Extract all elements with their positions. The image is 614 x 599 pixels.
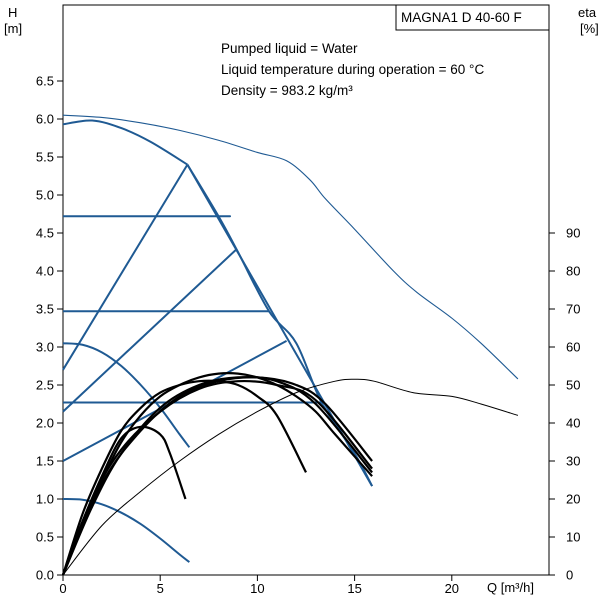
y-left-tick-label: 6.5 xyxy=(36,74,54,89)
annotation-density: Density = 983.2 kg/m³ xyxy=(221,83,353,98)
y-right-tick-label: 90 xyxy=(566,226,580,241)
control-line-0 xyxy=(62,164,189,371)
y-right-tick-label: 80 xyxy=(566,264,580,279)
eta-curve-3 xyxy=(61,379,373,576)
x-tick-label: 10 xyxy=(250,581,264,596)
eta-thin-curve xyxy=(62,378,519,576)
y-right-tick-label: 40 xyxy=(566,416,580,431)
plot-border xyxy=(62,4,550,576)
axes: 0.0 0.5 1.0 1.5 2.0 2.5 3.0 3.5 4.0 4.5 5.0 5.5 6.0 6… xyxy=(36,74,581,597)
y-left-tick-label: 4.5 xyxy=(36,226,54,241)
y-right-tick-label: 0 xyxy=(566,568,573,583)
curves xyxy=(61,114,519,576)
y-left-tick-label: 4.0 xyxy=(36,264,54,279)
eta-curve-5 xyxy=(61,376,373,576)
y-left-tick-label: 5.5 xyxy=(36,150,54,165)
x-tick-label: 15 xyxy=(347,581,361,596)
annotation-liquid-temperature: Liquid temperature during operation = 60… xyxy=(221,62,484,77)
eta-curve-1 xyxy=(61,379,307,576)
control-line-1 xyxy=(62,248,237,413)
y-right-tick-label: 20 xyxy=(566,492,580,507)
x-axis-label: Q [m³/h] xyxy=(487,580,534,595)
y-right-axis-label-line1: eta xyxy=(578,5,597,20)
y-left-tick-label: 3.5 xyxy=(36,302,54,317)
y-left-tick-label: 0.0 xyxy=(36,568,54,583)
y-left-tick-label: 5.0 xyxy=(36,188,54,203)
y-left-tick-label: 1.5 xyxy=(36,454,54,469)
y-right-tick-label: 70 xyxy=(566,302,580,317)
y-right-tick-label: 10 xyxy=(566,530,580,545)
chart-title: MAGNA1 D 40-60 F xyxy=(401,10,522,25)
x-tick-label: 0 xyxy=(59,581,66,596)
head-curve-2 xyxy=(62,498,190,563)
max-head-curve xyxy=(186,164,373,487)
y-left-axis-label-line2: [m] xyxy=(4,21,22,36)
y-left-tick-label: 3.0 xyxy=(36,340,54,355)
y-left-tick-label: 1.0 xyxy=(36,492,54,507)
y-left-tick-label: 0.5 xyxy=(36,530,54,545)
annotation-pumped-liquid: Pumped liquid = Water xyxy=(221,41,358,56)
y-right-tick-label: 60 xyxy=(566,340,580,355)
eta-curve-4 xyxy=(61,376,373,576)
y-left-axis-label-line1: H xyxy=(8,5,17,20)
head-curve-1 xyxy=(62,342,191,448)
eta-curve-2 xyxy=(61,372,373,576)
plot-frame xyxy=(62,4,550,576)
y-left-tick-label: 6.0 xyxy=(36,112,54,127)
y-right-tick-label: 30 xyxy=(566,454,580,469)
title-box xyxy=(395,4,550,31)
thin-blue-curve xyxy=(62,114,519,380)
x-tick-label: 20 xyxy=(445,581,459,596)
y-left-tick-label: 2.5 xyxy=(36,378,54,393)
x-tick-label: 5 xyxy=(157,581,164,596)
y-left-tick-label: 2.0 xyxy=(36,416,54,431)
head-curve-0 xyxy=(62,119,188,166)
y-right-axis-label-line2: [%] xyxy=(580,21,599,36)
y-right-tick-label: 50 xyxy=(566,378,580,393)
